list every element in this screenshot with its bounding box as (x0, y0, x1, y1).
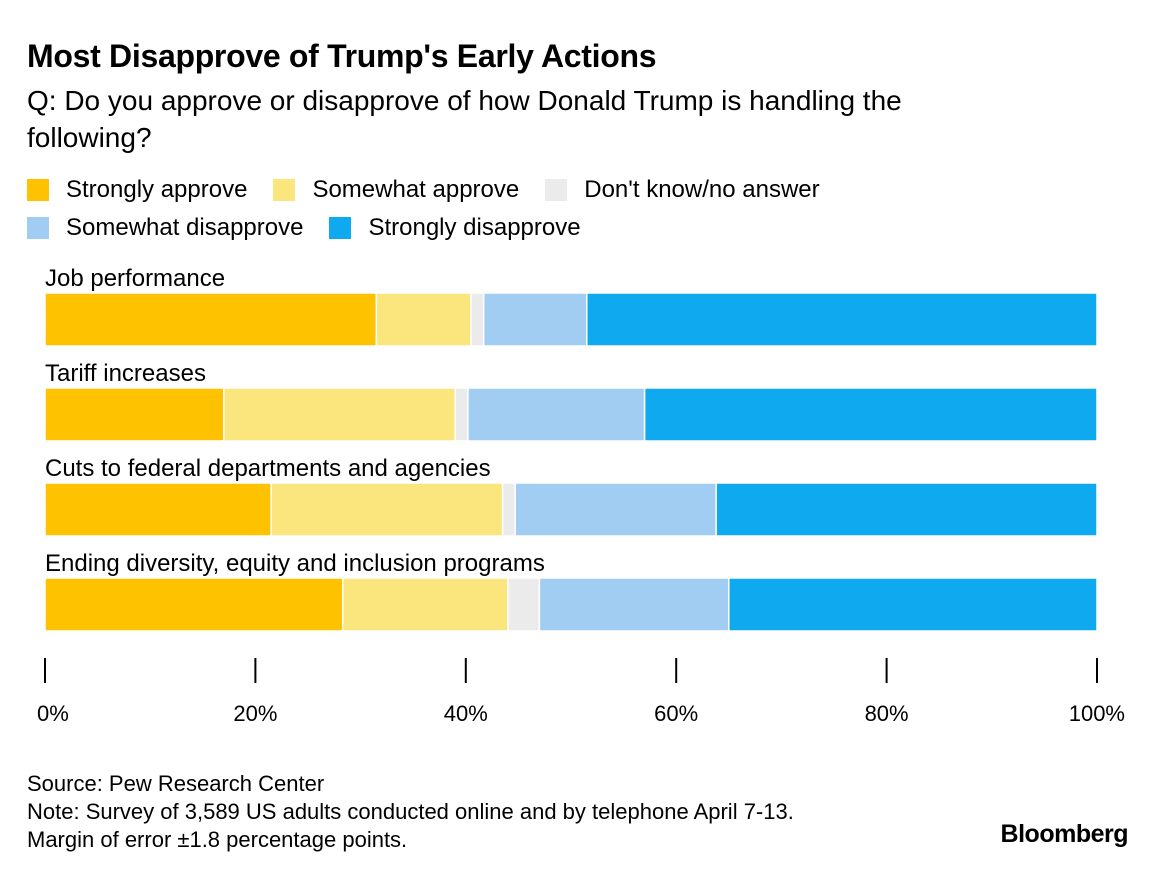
bar-label-tariff-increases: Tariff increases (45, 360, 206, 387)
chart-title: Most Disapprove of Trump's Early Actions (27, 38, 657, 74)
bar-segment-ending-diversity-equity-and-inclusion-programs-somewhat-approve (341, 577, 509, 632)
x-tick-label-40: 40% (444, 701, 488, 726)
legend-item-somewhat-approve: Somewhat approve (273, 176, 519, 204)
legend-item-strongly-disapprove: Strongly disapprove (329, 214, 581, 242)
bar-segment-tariff-increases-don-t-know-no-answer (454, 387, 469, 442)
legend-swatch (27, 179, 49, 201)
bar-segment-job-performance-somewhat-approve (375, 292, 472, 347)
legend-label: Somewhat disapprove (66, 214, 304, 241)
x-tick-label-100: 100% (1069, 701, 1125, 726)
bar-segment-tariff-increases-somewhat-approve (223, 387, 457, 442)
bar-label-job-performance: Job performance (45, 265, 225, 292)
legend-row-1: Strongly approve Somewhat approve Don't … (27, 176, 846, 204)
legend-swatch (545, 179, 568, 201)
bar-segment-tariff-increases-strongly-approve (44, 387, 225, 442)
bar-segment-cuts-to-federal-departments-and-agencies-somewhat-approve (270, 482, 504, 537)
bar-segment-ending-diversity-equity-and-inclusion-programs-strongly-disapprove (728, 577, 1098, 632)
x-tick-label-60: 60% (654, 701, 698, 726)
bar-segment-cuts-to-federal-departments-and-agencies-strongly-approve (44, 482, 272, 537)
legend-item-dont-know: Don't know/no answer (545, 176, 820, 204)
bar-label-ending-diversity-equity-and-inclusion-programs: Ending diversity, equity and inclusion p… (45, 550, 545, 577)
chart-subtitle: Q: Do you approve or disapprove of how D… (27, 85, 902, 153)
bar-segment-cuts-to-federal-departments-and-agencies-strongly-disapprove (715, 482, 1098, 537)
legend-row-2: Somewhat disapprove Strongly disapprove (27, 214, 607, 242)
bar-segment-job-performance-don-t-know-no-answer (470, 292, 485, 347)
bar-segment-job-performance-strongly-approve (44, 292, 378, 347)
x-tick-label-80: 80% (865, 701, 909, 726)
legend-label: Strongly disapprove (368, 214, 581, 241)
x-tick-label-0: 0% (37, 701, 69, 726)
legend-label: Strongly approve (66, 176, 248, 203)
bar-segment-cuts-to-federal-departments-and-agencies-somewhat-disapprove (514, 482, 717, 537)
bar-segment-ending-diversity-equity-and-inclusion-programs-somewhat-disapprove (538, 577, 730, 632)
bar-segment-cuts-to-federal-departments-and-agencies-don-t-know-no-answer (501, 482, 516, 537)
legend-label: Don't know/no answer (584, 176, 820, 203)
chart-footer: Source: Pew Research Center Note: Survey… (27, 770, 794, 854)
bar-segment-tariff-increases-somewhat-disapprove (467, 387, 646, 442)
bloomberg-logo: Bloomberg (1000, 820, 1129, 848)
source-text: Source: Pew Research Center (27, 771, 325, 796)
x-tick-label-20: 20% (233, 701, 277, 726)
bar-segment-job-performance-strongly-disapprove (586, 292, 1098, 347)
bar-label-cuts-to-federal-departments-and-agencies: Cuts to federal departments and agencies (45, 455, 491, 482)
bar-segment-ending-diversity-equity-and-inclusion-programs-strongly-approve (44, 577, 344, 632)
legend-label: Somewhat approve (312, 176, 520, 203)
bar-segment-ending-diversity-equity-and-inclusion-programs-don-t-know-no-answer (507, 577, 541, 632)
note-text: Note: Survey of 3,589 US adults conducte… (27, 799, 794, 824)
bar-segment-tariff-increases-strongly-disapprove (643, 387, 1098, 442)
margin-of-error-text: Margin of error ±1.8 percentage points. (27, 827, 408, 852)
legend-swatch (273, 179, 296, 201)
legend-swatch (27, 217, 49, 239)
legend-swatch (329, 217, 352, 239)
legend-item-strongly-approve: Strongly approve (27, 176, 247, 204)
bar-segment-job-performance-somewhat-disapprove (482, 292, 588, 347)
legend-item-somewhat-disapprove: Somewhat disapprove (27, 214, 303, 242)
